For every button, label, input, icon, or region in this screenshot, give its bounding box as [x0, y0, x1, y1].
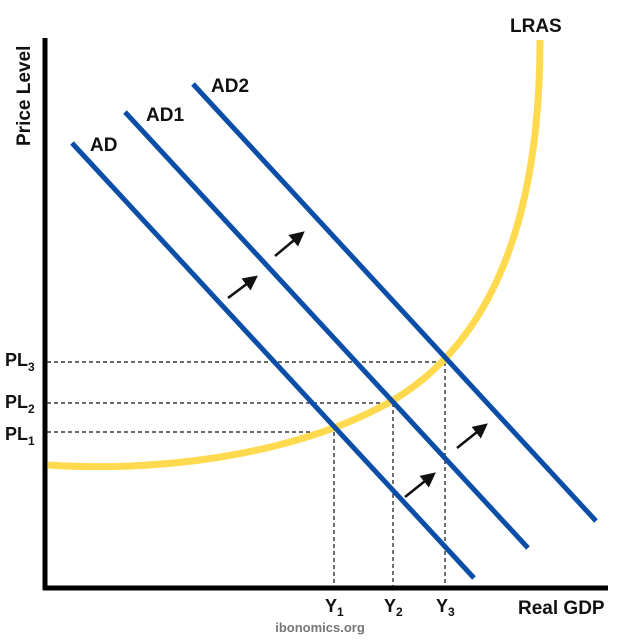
- ad-curve: [70, 141, 476, 580]
- ad1-label: AD1: [146, 105, 184, 126]
- y2-label: Y2: [384, 596, 403, 619]
- pl3-label: PL3: [5, 350, 35, 374]
- ad2-label: AD2: [211, 76, 249, 97]
- shift-arrow-icon: [456, 423, 488, 449]
- pl2-label: PL2: [5, 392, 35, 416]
- shift-arrow-icon: [227, 275, 258, 299]
- pl1-label: PL1: [5, 424, 35, 448]
- shift-arrow-icon: [404, 472, 436, 498]
- ad1-curve: [123, 110, 530, 550]
- watermark: ibonomics.org: [275, 620, 365, 635]
- ad2-curve: [191, 82, 598, 523]
- y3-label: Y3: [436, 596, 455, 619]
- shift-arrow-icon: [274, 231, 305, 257]
- lras-label: LRAS: [510, 16, 562, 37]
- y1-label: Y1: [325, 596, 344, 619]
- x-axis-label: Real GDP: [518, 598, 605, 619]
- y-axis-label: Price Level: [14, 46, 35, 146]
- ad-label: AD: [90, 135, 117, 156]
